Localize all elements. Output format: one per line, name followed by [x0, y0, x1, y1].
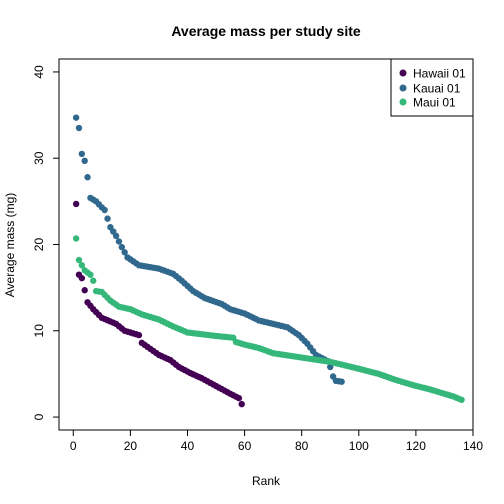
y-tick-label: 10 [32, 324, 46, 338]
x-tick-label: 80 [295, 439, 309, 453]
x-tick-label: 0 [70, 439, 77, 453]
point-kauai-01 [84, 174, 91, 181]
legend-entry-hawaii: Hawaii 01 [399, 67, 466, 81]
point-hawaii-01 [135, 331, 143, 339]
legend-entry-kauai: Kauai 01 [399, 82, 461, 96]
point-kauai-01 [112, 232, 120, 240]
point-hawaii-01 [81, 287, 88, 294]
y-axis-label: Average mass (mg) [3, 193, 17, 297]
point-maui-01 [75, 256, 83, 264]
point-hawaii-01 [78, 274, 86, 282]
legend-label-kauai: Kauai 01 [413, 82, 461, 96]
point-hawaii-01 [72, 200, 80, 208]
y-tick-label: 30 [32, 151, 46, 165]
legend-label-maui: Maui 01 [413, 96, 456, 110]
legend: Hawaii 01 Kauai 01 Maui 01 [390, 58, 474, 117]
legend-marker-maui [399, 98, 407, 106]
legend-label-hawaii: Hawaii 01 [413, 67, 466, 81]
x-tick-label: 120 [406, 439, 426, 453]
x-tick-label: 100 [349, 439, 369, 453]
point-kauai-01 [104, 215, 111, 222]
x-tick-label: 140 [463, 439, 483, 453]
point-maui-01 [458, 396, 465, 404]
point-kauai-01 [81, 157, 88, 165]
legend-entry-maui: Maui 01 [399, 96, 456, 110]
y-tick-label: 20 [32, 238, 46, 252]
legend-marker-kauai [399, 84, 407, 92]
y-axis: 0 10 20 30 40 [32, 65, 59, 420]
point-kauai-01 [101, 206, 108, 214]
point-maui-01 [78, 262, 86, 269]
chart-title: Average mass per study site [171, 23, 361, 39]
point-kauai-01 [121, 249, 128, 256]
point-kauai-01 [78, 150, 86, 158]
x-tick-label: 20 [124, 439, 138, 453]
data-points [72, 114, 465, 408]
point-kauai-01 [72, 114, 80, 121]
y-tick-label: 0 [32, 413, 46, 420]
point-kauai-01 [75, 124, 83, 132]
x-axis-label: Rank [252, 474, 281, 488]
x-tick-label: 60 [238, 439, 252, 453]
x-tick-label: 40 [181, 439, 195, 453]
point-kauai-01 [118, 243, 126, 251]
point-maui-01 [72, 235, 80, 242]
point-kauai-01 [115, 238, 123, 245]
point-hawaii-01 [235, 394, 243, 402]
point-maui-01 [87, 271, 94, 278]
legend-marker-hawaii [399, 69, 407, 77]
point-kauai-01 [338, 378, 345, 385]
point-maui-01 [90, 277, 97, 284]
x-axis: 0 20 40 60 80 100 120 140 [70, 430, 483, 453]
y-tick-label: 40 [32, 65, 46, 79]
point-hawaii-01 [238, 400, 245, 408]
